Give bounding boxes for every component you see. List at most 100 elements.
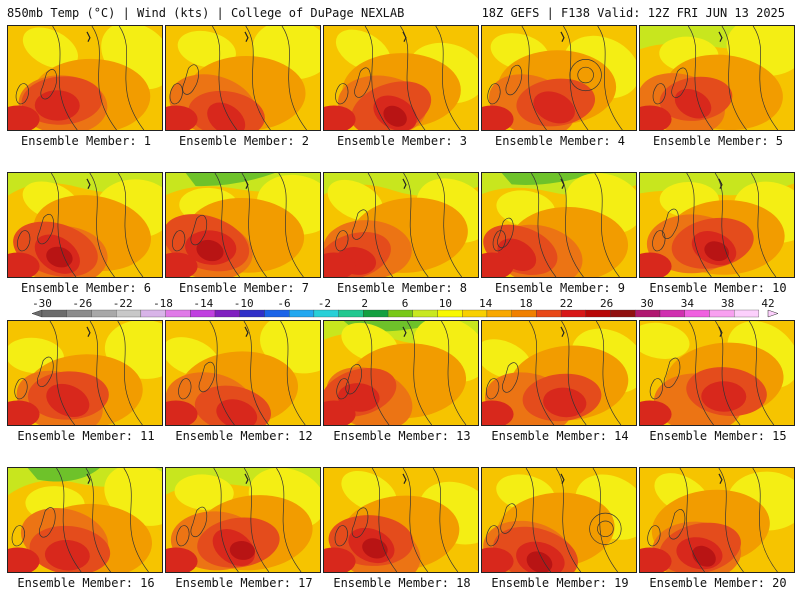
ensemble-member-label: Ensemble Member: 20: [649, 576, 787, 590]
header-title: 850mb Temp (°C) | Wind (kts) | College o…: [7, 6, 405, 20]
ensemble-member-label: Ensemble Member: 13: [333, 429, 471, 443]
ensemble-member-label: Ensemble Member: 8: [336, 281, 468, 295]
colorbar-swatch: [289, 309, 315, 318]
temperature-field: [166, 173, 320, 277]
temperature-field: [324, 468, 478, 572]
temperature-field: [640, 173, 794, 277]
ensemble-member-label: Ensemble Member: 10: [649, 281, 787, 295]
ensemble-member-label: Ensemble Member: 12: [175, 429, 313, 443]
temperature-field: [640, 26, 794, 130]
ensemble-member-map-14: [481, 320, 637, 426]
temperature-field: [324, 321, 478, 425]
ensemble-member-label: Ensemble Member: 16: [17, 576, 155, 590]
colorbar-tick-label: 10: [439, 297, 452, 310]
colorbar-tick-label: -26: [72, 297, 92, 310]
colorbar-tick-label: -10: [234, 297, 254, 310]
colorbar-swatch: [511, 309, 537, 318]
colorbar-tick-label: -6: [277, 297, 290, 310]
colorbar-tick-label: 2: [361, 297, 368, 310]
ensemble-member-label: Ensemble Member: 18: [333, 576, 471, 590]
colorbar-swatch: [412, 309, 438, 318]
temperature-field: [640, 468, 794, 572]
temperature-colorbar: -30 -26 -22 -18 -14 -10 -6 -2 2 6 10 14 18 22 26 30 34 38…: [31, 297, 779, 318]
ensemble-member-map-5: [639, 25, 795, 131]
colorbar-swatch: [239, 309, 265, 318]
ensemble-member-map-9: [481, 172, 637, 278]
colorbar-tick-label: 22: [560, 297, 573, 310]
colorbar-swatch: [462, 309, 488, 318]
temperature-field: [482, 173, 636, 277]
colorbar-tick-label: 18: [519, 297, 532, 310]
ensemble-member-map-13: [323, 320, 479, 426]
colorbar-min-arrow: [31, 309, 43, 318]
ensemble-member-map-3: [323, 25, 479, 131]
temperature-field: [640, 321, 794, 425]
colorbar-tick-label: -22: [113, 297, 133, 310]
temperature-field: [482, 468, 636, 572]
colorbar-swatch: [165, 309, 191, 318]
temperature-field: [8, 26, 162, 130]
colorbar-swatch: [140, 309, 166, 318]
ensemble-member-label: Ensemble Member: 17: [175, 576, 313, 590]
colorbar-swatch: [91, 309, 117, 318]
ensemble-member-label: Ensemble Member: 9: [494, 281, 626, 295]
colorbar-tick-label: 42: [761, 297, 774, 310]
colorbar-tick-label: 34: [681, 297, 695, 310]
ensemble-member-label: Ensemble Member: 5: [652, 134, 784, 148]
ensemble-member-label: Ensemble Member: 15: [649, 429, 787, 443]
ensemble-member-map-2: [165, 25, 321, 131]
temperature-field: [166, 321, 320, 425]
temperature-field: [324, 173, 478, 277]
ensemble-member-label: Ensemble Member: 4: [494, 134, 626, 148]
colorbar-swatch: [733, 309, 760, 318]
ensemble-member-map-20: [639, 467, 795, 573]
colorbar-swatch: [66, 309, 92, 318]
colorbar-swatch: [387, 309, 413, 318]
temperature-field: [8, 468, 162, 572]
temperature-field: [166, 26, 320, 130]
colorbar-swatch: [585, 309, 611, 318]
ensemble-member-map-19: [481, 467, 637, 573]
colorbar-swatch: [486, 309, 512, 318]
colorbar-swatch: [560, 309, 586, 318]
temperature-field: [482, 321, 636, 425]
ensemble-member-map-10: [639, 172, 795, 278]
ensemble-member-map-6: [7, 172, 163, 278]
colorbar-swatch: [659, 309, 685, 318]
ensemble-member-map-1: [7, 25, 163, 131]
colorbar-swatch: [709, 309, 735, 318]
colorbar-tick-label: -2: [318, 297, 331, 310]
colorbar-tick-label: -18: [153, 297, 173, 310]
colorbar-tick-label: -14: [193, 297, 213, 310]
ensemble-member-label: Ensemble Member: 3: [336, 134, 468, 148]
colorbar-swatch: [437, 309, 463, 318]
colorbar-swatch: [214, 309, 240, 318]
ensemble-member-label: Ensemble Member: 7: [178, 281, 310, 295]
ensemble-member-map-7: [165, 172, 321, 278]
ensemble-member-map-4: [481, 25, 637, 131]
colorbar-swatch: [338, 309, 364, 318]
colorbar-tick-label: -30: [32, 297, 52, 310]
ensemble-member-label: Ensemble Member: 19: [491, 576, 629, 590]
colorbar-tick-label: 6: [402, 297, 409, 310]
colorbar-swatch: [635, 309, 661, 318]
temperature-field: [8, 321, 162, 425]
temperature-field: [8, 173, 162, 277]
colorbar-swatch: [116, 309, 142, 318]
ensemble-member-label: Ensemble Member: 1: [20, 134, 152, 148]
ensemble-member-map-11: [7, 320, 163, 426]
colorbar-tick-label: 30: [640, 297, 653, 310]
colorbar-swatch: [264, 309, 290, 318]
ensemble-member-map-12: [165, 320, 321, 426]
ensemble-member-label: Ensemble Member: 2: [178, 134, 310, 148]
colorbar-swatch: [610, 309, 636, 318]
ensemble-member-label: Ensemble Member: 11: [17, 429, 155, 443]
ensemble-member-map-15: [639, 320, 795, 426]
colorbar-swatch: [41, 309, 67, 318]
colorbar-max-arrow: [767, 309, 779, 318]
colorbar-tick-label: 26: [600, 297, 613, 310]
ensemble-member-label: Ensemble Member: 14: [491, 429, 629, 443]
colorbar-swatch: [684, 309, 710, 318]
colorbar-swatch: [313, 309, 339, 318]
ensemble-member-map-17: [165, 467, 321, 573]
